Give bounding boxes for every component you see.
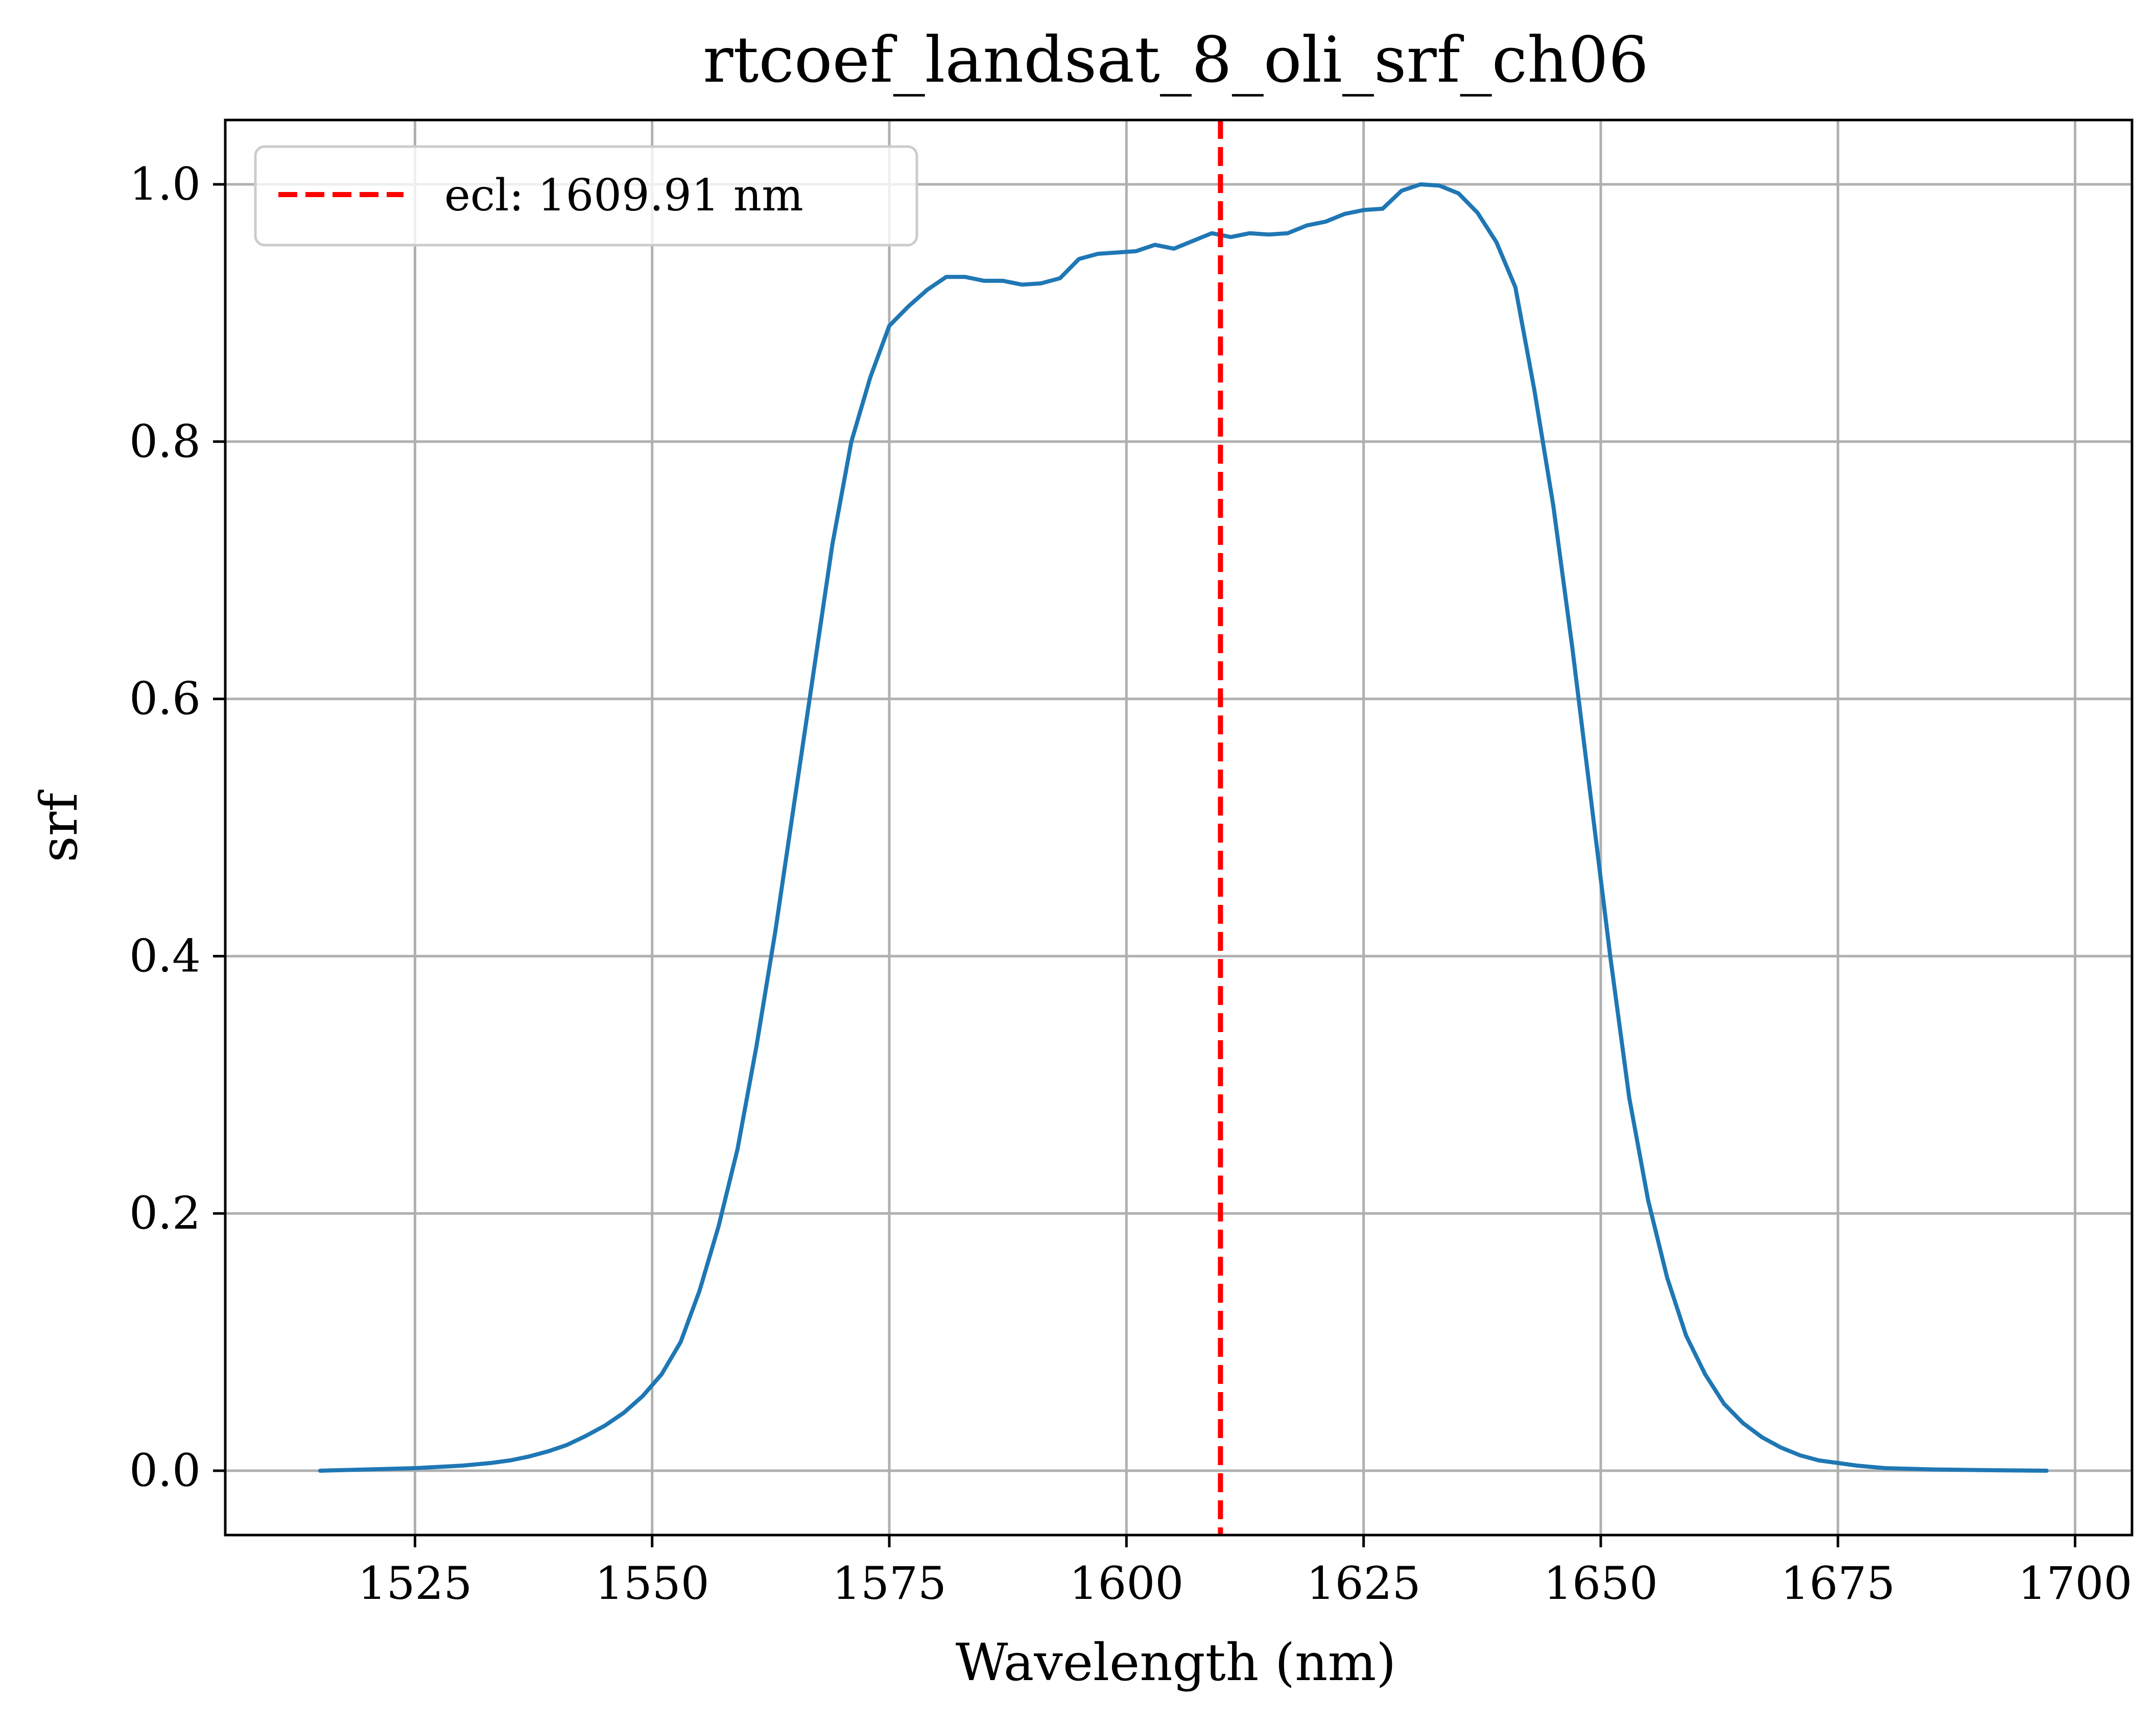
x-tick-label: 1600 [1069, 1557, 1183, 1610]
chart-title: rtcoef_landsat_8_oli_srf_ch06 [703, 23, 1648, 97]
x-tick-label: 1575 [832, 1557, 946, 1610]
series-layer [318, 120, 2049, 1535]
srf-curve [318, 182, 2049, 1473]
x-tick-label: 1525 [358, 1557, 472, 1610]
x-tick-label: 1625 [1307, 1557, 1421, 1610]
x-axis-label: Wavelength (nm) [956, 1633, 1396, 1692]
y-tick-label: 1.0 [129, 158, 201, 210]
legend: ecl: 1609.91 nm [254, 145, 918, 247]
y-axis-label: srf [29, 789, 89, 862]
x-tick-label: 1550 [595, 1557, 709, 1610]
tick-layer: 1525 1550 1575 1600 1625 1650 1675 1700 0.0 0.2 0.… [129, 158, 2132, 1610]
x-tick-label: 1650 [1544, 1557, 1658, 1610]
y-tick-label: 0.6 [129, 673, 201, 725]
plot-frame [224, 118, 2134, 1537]
x-tick-label: 1675 [1781, 1557, 1895, 1610]
y-tick-label: 0.0 [129, 1444, 201, 1497]
y-tick-label: 0.4 [129, 929, 201, 982]
grid-layer [225, 120, 2132, 1535]
y-tick-label: 0.2 [129, 1187, 201, 1239]
legend-label-ecl: ecl: 1609.91 nm [444, 170, 803, 221]
y-tick-label: 0.8 [129, 415, 201, 468]
x-tick-label: 1700 [2018, 1557, 2133, 1610]
legend-box [254, 145, 918, 247]
